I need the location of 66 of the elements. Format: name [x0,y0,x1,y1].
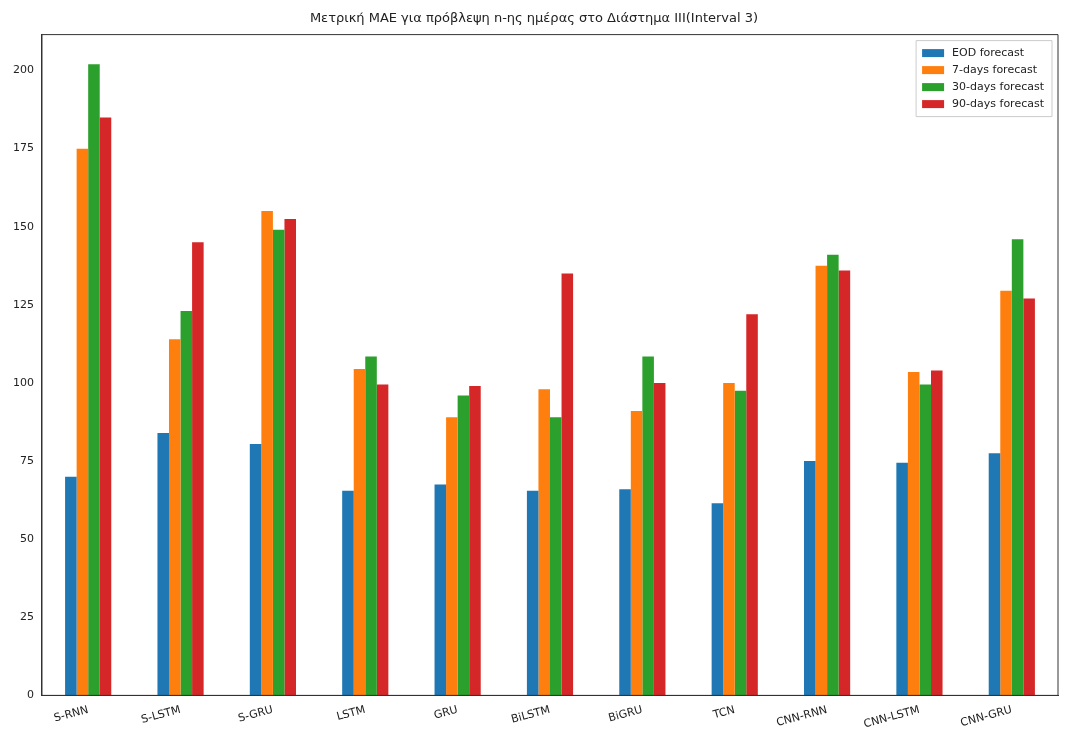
bar [550,417,562,696]
bar [1000,290,1012,696]
bar [919,384,931,696]
legend-label: 7-days forecast [952,62,1038,76]
bar [746,314,758,696]
x-tick-label: S-RNN [52,702,90,725]
x-tick-label: GRU [432,702,460,722]
bar [157,432,169,696]
bar [838,270,851,696]
bar [711,503,724,696]
bar [65,476,77,696]
bar [249,443,262,696]
bar [469,386,481,696]
bar [76,148,89,696]
bar [261,211,273,696]
bar [619,489,631,696]
bar [169,339,181,696]
bar [272,229,285,696]
bar [99,117,112,696]
chart-title: Μετρική MAE για πρόβλεψη n-ης ημέρας στο Διάστημα III(Interval 3) [309,10,759,26]
x-tick-label: BiGRU [606,702,644,725]
bar [526,490,539,696]
y-tick-label: 100 [13,375,34,389]
bar [931,370,943,696]
x-tick-label: TCN [710,702,737,722]
bar [88,64,100,696]
bar [815,265,828,696]
y-tick-label: 0 [27,688,34,702]
y-tick-label: 150 [13,219,34,233]
bar [723,382,735,696]
y-tick-label: 50 [20,532,34,546]
y-tick-label: 75 [20,453,34,467]
y-tick-label: 125 [13,297,34,311]
bar [376,384,389,696]
bar [653,382,666,696]
bar [1023,298,1035,696]
legend-label: 30-days forecast [952,79,1045,93]
bar [446,417,458,696]
legend-label: 90-days forecast [952,96,1045,110]
bar [561,273,574,696]
y-tick-label: 25 [20,610,34,624]
bar [180,311,193,696]
bar [457,395,470,696]
bar [896,462,908,696]
bar [434,484,447,696]
y-tick-label: 200 [13,63,34,77]
x-tick-label: LSTM [335,702,367,724]
bar [538,389,550,696]
x-tick-label: S-GRU [236,702,275,725]
bar [734,390,747,696]
bar [642,356,654,696]
bar [1011,239,1024,696]
bar [284,218,296,696]
x-tick-label: S-LSTM [139,702,183,726]
bar [342,490,354,696]
bar [353,368,366,696]
bar [192,242,204,696]
x-tick-label: BiLSTM [509,702,552,726]
bar [907,372,920,696]
bar [988,453,1001,696]
bar [365,356,377,696]
bar [630,411,643,696]
bar [804,461,816,696]
y-tick-label: 175 [13,141,34,155]
legend-label: EOD forecast [952,45,1025,59]
bar [827,254,839,696]
